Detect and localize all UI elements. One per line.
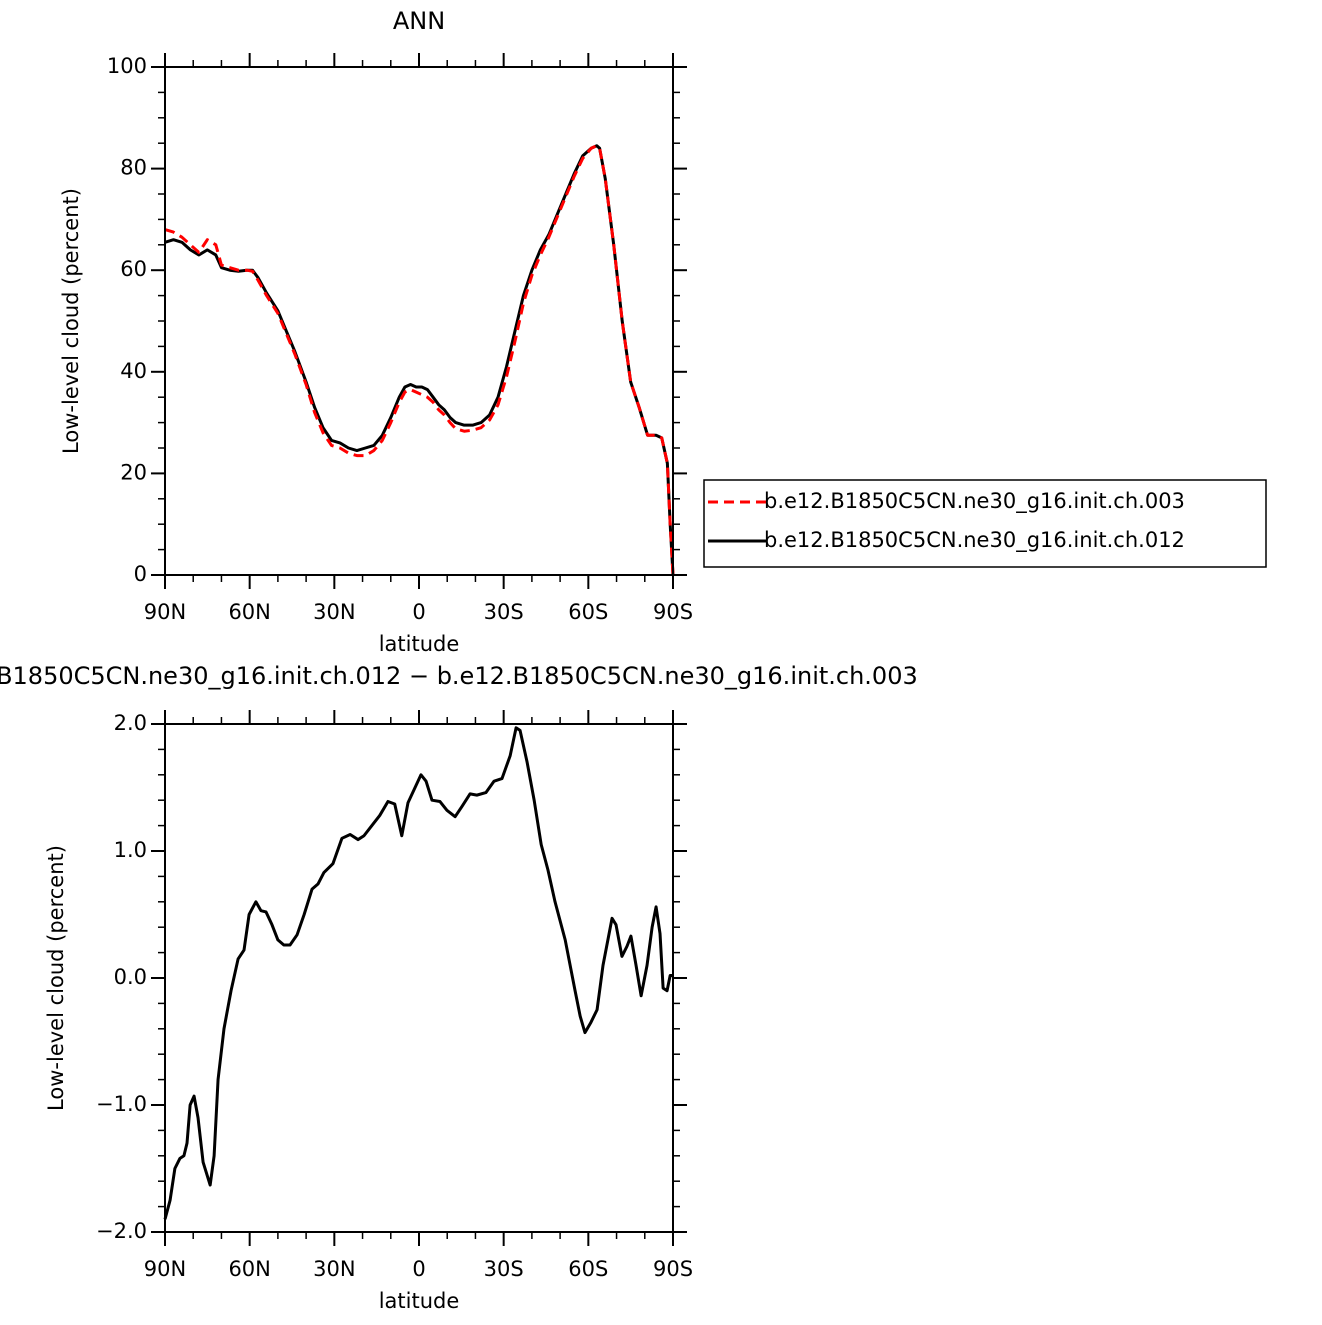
y-tick-label: 100 (107, 54, 147, 78)
data-line (164, 144, 675, 576)
legend-label: b.e12.B1850C5CN.ne30_g16.init.ch.012 (764, 528, 1185, 553)
legend-label: b.e12.B1850C5CN.ne30_g16.init.ch.003 (764, 489, 1185, 514)
x-tick-label: 90S (653, 600, 693, 624)
legend-box (703, 479, 1267, 568)
y-tick-label: 1.0 (114, 838, 147, 862)
y-tick-label: 20 (120, 460, 147, 484)
data-line (163, 726, 673, 1220)
x-tick-label: 60N (228, 1257, 270, 1281)
y-tick-label: −2.0 (96, 1219, 147, 1243)
y-tick-label: 0 (134, 562, 147, 586)
x-tick-label: 60N (228, 600, 270, 624)
x-tick-label: 30N (313, 600, 355, 624)
y-tick-label: 60 (120, 257, 147, 281)
x-tick-label: 30S (484, 600, 524, 624)
x-tick-label: 90N (144, 1257, 186, 1281)
y-tick-label: 2.0 (114, 711, 147, 735)
x-axis-label: latitude (379, 632, 460, 656)
data-line (164, 144, 675, 576)
chart-title: b.e12.B1850C5CN.ne30_g16.init.ch.012 − b… (0, 662, 918, 690)
x-tick-label: 0 (412, 1257, 425, 1281)
y-axis-label: Low-level cloud (percent) (44, 845, 68, 1111)
y-tick-label: 0.0 (114, 965, 147, 989)
y-axis-label: Low-level cloud (percent) (59, 188, 83, 454)
x-tick-label: 90N (144, 600, 186, 624)
x-axis-label: latitude (379, 1289, 460, 1313)
plot-frame (164, 723, 674, 1233)
x-tick-label: 60S (568, 1257, 608, 1281)
y-tick-label: 80 (120, 156, 147, 180)
x-tick-label: 0 (412, 600, 425, 624)
plot-frame (164, 66, 674, 576)
x-tick-label: 90S (653, 1257, 693, 1281)
y-tick-label: 40 (120, 359, 147, 383)
chart-title: ANN (393, 7, 445, 35)
y-tick-label: −1.0 (96, 1092, 147, 1116)
x-tick-label: 60S (568, 600, 608, 624)
x-tick-label: 30S (484, 1257, 524, 1281)
x-tick-label: 30N (313, 1257, 355, 1281)
